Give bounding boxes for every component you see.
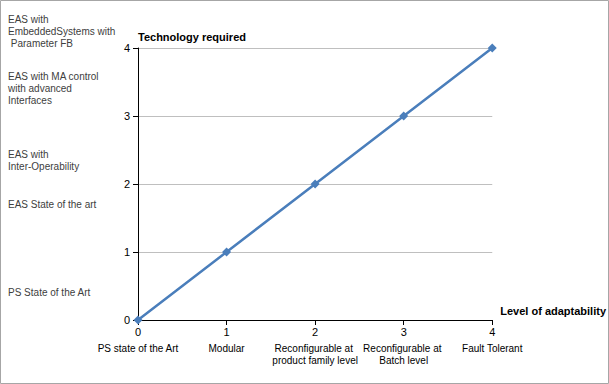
svg-text:3: 3 (124, 110, 130, 122)
svg-text:Technology required: Technology required (138, 31, 246, 43)
svg-text:1: 1 (124, 246, 130, 258)
svg-text:PS state of the Art: PS state of the Art (98, 343, 179, 354)
svg-text:EAS with: EAS with (8, 14, 51, 25)
svg-text:EmbeddedSystems with: EmbeddedSystems with (8, 26, 115, 37)
svg-text:Batch level: Batch level (379, 355, 428, 366)
svg-text:Parameter FB: Parameter FB (8, 38, 73, 49)
svg-text:4: 4 (124, 42, 130, 54)
svg-text:4: 4 (489, 326, 495, 338)
svg-text:EAS with MA control: EAS with MA control (8, 71, 101, 82)
svg-text:Level of adaptability: Level of adaptability (500, 305, 607, 317)
svg-text:Reconfigurable at: Reconfigurable at (275, 343, 356, 354)
svg-text:2: 2 (124, 178, 130, 190)
svg-text:Fault Tolerant: Fault Tolerant (462, 343, 523, 354)
svg-text:product family level: product family level (272, 355, 358, 366)
svg-text:with advanced: with advanced (7, 83, 75, 94)
svg-text:EAS with: EAS with (8, 149, 51, 160)
svg-text:0: 0 (124, 314, 130, 326)
svg-text:Modular: Modular (208, 343, 245, 354)
svg-text:PS State of the Art: PS State of the Art (8, 287, 90, 298)
svg-text:3: 3 (401, 326, 407, 338)
svg-text:EAS State of the art: EAS State of the art (8, 199, 97, 210)
svg-text:Interfaces: Interfaces (8, 95, 52, 106)
svg-text:2: 2 (312, 326, 318, 338)
svg-text:Inter-Operability: Inter-Operability (8, 161, 79, 172)
svg-text:0: 0 (135, 326, 141, 338)
svg-text:1: 1 (224, 326, 230, 338)
svg-text:Reconfigurable at: Reconfigurable at (363, 343, 444, 354)
